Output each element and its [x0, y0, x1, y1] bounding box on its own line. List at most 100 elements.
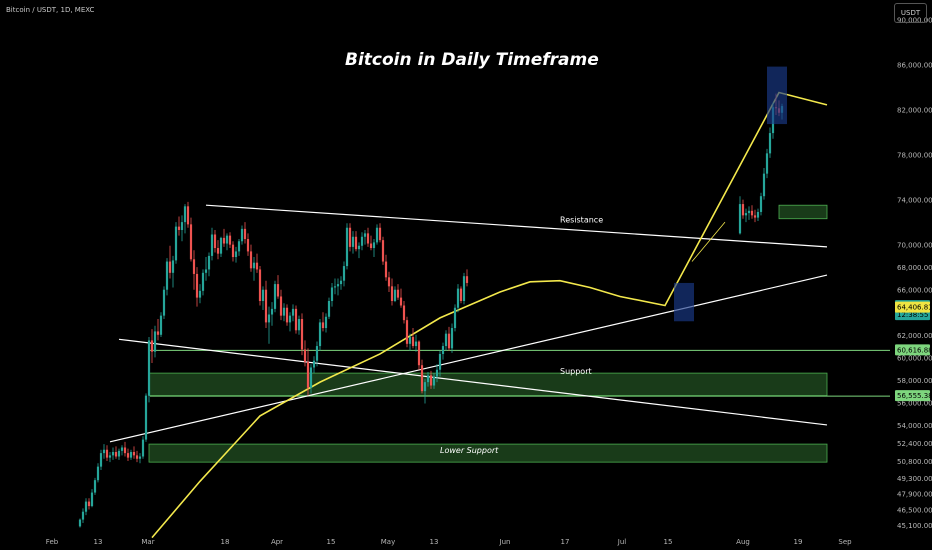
highlight-box [767, 66, 787, 125]
y-tick-label: 62,000.00 [897, 332, 932, 340]
candle [330, 287, 334, 301]
candle [327, 300, 331, 317]
candle [84, 501, 88, 512]
y-tick-label: 45,100.00 [897, 522, 932, 530]
candle [435, 369, 439, 377]
zone-rect [148, 443, 828, 463]
candle [315, 346, 319, 361]
x-tick-label: Feb [46, 538, 59, 546]
price-label-box [895, 301, 930, 313]
candle [342, 266, 346, 281]
candle [270, 308, 274, 315]
y-tick-label: 54,000.00 [897, 422, 932, 430]
candle [366, 233, 370, 244]
candle [294, 308, 298, 331]
candle [102, 449, 106, 454]
candle [393, 289, 397, 301]
candle [288, 315, 292, 323]
candle [336, 284, 340, 287]
candle [318, 322, 322, 347]
candle [759, 196, 763, 212]
y-tick-label: 52,400.00 [897, 440, 932, 448]
y-tick-label: 58,000.00 [897, 377, 932, 385]
chart-title: Bitcoin in Daily Timeframe [345, 50, 599, 70]
candle [321, 322, 325, 329]
y-tick-label: 74,000.00 [897, 197, 932, 205]
projection-arrow [691, 221, 726, 262]
x-tick-label: 13 [94, 538, 103, 546]
candle [426, 375, 430, 383]
candle [177, 226, 181, 230]
candle [90, 492, 94, 507]
candle [417, 341, 421, 366]
candle [372, 242, 376, 249]
x-tick-label: Jul [617, 538, 627, 546]
candle [228, 235, 232, 245]
candle [429, 375, 433, 386]
candle [120, 447, 124, 451]
candle [246, 239, 250, 252]
candle [159, 315, 163, 335]
candle [237, 241, 241, 252]
candle [381, 240, 385, 262]
candle [210, 234, 214, 256]
candle [384, 261, 388, 278]
candle [456, 288, 460, 308]
candle [282, 307, 286, 316]
candle [117, 450, 121, 457]
candle [87, 501, 91, 507]
price-label: 56,555.38 [897, 392, 932, 400]
candle [195, 273, 199, 298]
trendline [109, 274, 828, 443]
y-tick-label: 60,000.00 [897, 354, 932, 362]
candle [264, 289, 268, 323]
candle [756, 211, 760, 218]
candle [453, 307, 457, 329]
candle [111, 451, 115, 456]
x-tick-label: 18 [221, 538, 230, 546]
annotation-label: Resistance [560, 216, 603, 225]
candle [198, 290, 202, 298]
trendline [118, 338, 828, 426]
candle [411, 337, 415, 347]
currency-button[interactable]: USDT [894, 3, 927, 23]
candle [171, 260, 175, 273]
candle [741, 204, 745, 216]
y-tick-label: 47,900.00 [897, 491, 932, 499]
candle [93, 480, 97, 493]
y-tick-label: 70,000.00 [897, 242, 932, 250]
candle [432, 376, 436, 386]
x-tick-label: Sep [838, 538, 852, 546]
price-label-box [895, 344, 930, 356]
candle [165, 261, 169, 290]
candle [303, 349, 307, 362]
candle [150, 340, 154, 352]
candle [396, 289, 400, 298]
y-tick-label: 49,300.00 [897, 475, 932, 483]
candle [183, 206, 187, 223]
candle [222, 237, 226, 244]
price-label-sub: 12:38:55 [897, 311, 928, 319]
candle [354, 236, 358, 250]
x-tick-label: May [381, 538, 395, 546]
candle [765, 153, 769, 174]
candle [267, 314, 271, 323]
candle [129, 451, 133, 458]
candle [390, 286, 394, 301]
candle [186, 206, 190, 225]
candle [126, 453, 130, 458]
candle [123, 447, 127, 454]
candle [399, 297, 403, 306]
candle [423, 382, 427, 392]
candle [360, 236, 364, 246]
x-tick-label: 15 [327, 538, 336, 546]
y-tick-label: 56,000.00 [897, 399, 932, 407]
candle [252, 262, 256, 269]
candle [204, 269, 208, 273]
x-tick-label: 17 [561, 538, 570, 546]
candle [438, 353, 442, 370]
candle [309, 367, 313, 388]
highlight-box [674, 282, 694, 322]
symbol-header: Bitcoin / USDT, 1D, MEXC [6, 6, 95, 14]
